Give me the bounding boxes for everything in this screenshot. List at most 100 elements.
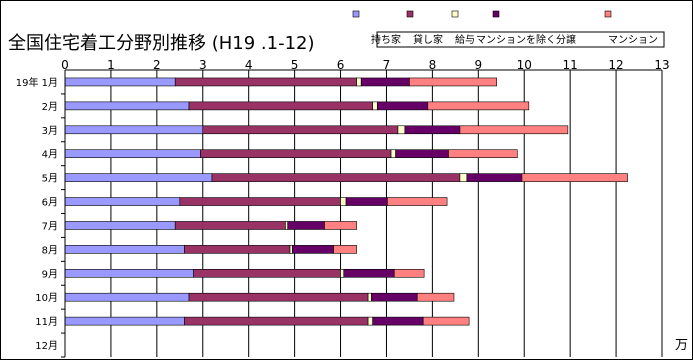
bar-segment bbox=[64, 197, 181, 206]
legend: 持ち家 貸し家 給与 マンションを除く分譲 マンション bbox=[352, 10, 665, 48]
x-tick-label: 9 bbox=[474, 58, 482, 72]
legend-swatch bbox=[604, 10, 612, 18]
bar-segment bbox=[333, 245, 357, 254]
bar-segment bbox=[343, 268, 395, 278]
bar-segment bbox=[367, 316, 373, 326]
bar-segment bbox=[372, 101, 378, 111]
bar-segment bbox=[64, 316, 185, 326]
bar-segment bbox=[345, 197, 388, 206]
category-label: 19年 1月 bbox=[16, 76, 58, 89]
category-label: 3月 bbox=[42, 125, 58, 137]
bar-segment bbox=[459, 173, 468, 182]
x-tick-label: 8 bbox=[429, 58, 437, 72]
bar-segment bbox=[367, 292, 372, 302]
bar-segment bbox=[285, 221, 289, 230]
bar-segment bbox=[64, 245, 185, 254]
bar-segment bbox=[188, 292, 369, 302]
bar-segment bbox=[395, 149, 449, 159]
bar-segment bbox=[404, 125, 461, 135]
x-tick-label: 10 bbox=[517, 58, 532, 72]
legend-label: 給与 bbox=[455, 33, 475, 46]
bar-segment bbox=[390, 149, 396, 159]
x-tick-label: 11 bbox=[563, 58, 578, 72]
bar-segment bbox=[64, 77, 176, 87]
unit-label: 万 bbox=[675, 338, 688, 353]
bar-segment bbox=[360, 77, 410, 87]
bar-segment bbox=[64, 292, 190, 302]
bar-segment bbox=[211, 173, 461, 182]
legend-label: 持ち家 bbox=[371, 33, 401, 46]
bar-segment bbox=[184, 245, 291, 254]
legend-label: マンション bbox=[608, 35, 658, 46]
bar-segment bbox=[289, 245, 293, 254]
bar-segment bbox=[64, 268, 194, 278]
bar-segment bbox=[64, 221, 176, 230]
bar-segment bbox=[356, 77, 362, 87]
bar-segment bbox=[184, 316, 369, 326]
x-tick-label: 2 bbox=[153, 58, 161, 72]
legend-label: 貸し家 bbox=[413, 33, 443, 46]
bar-segment bbox=[376, 101, 429, 111]
legend-swatch bbox=[492, 10, 500, 18]
bar-segment bbox=[422, 316, 470, 326]
bar-segment bbox=[324, 221, 357, 230]
legend-swatch bbox=[352, 10, 360, 18]
category-label: 11月 bbox=[35, 316, 58, 328]
grid-lines bbox=[110, 70, 663, 357]
bar-segment bbox=[521, 173, 628, 182]
bar-segment bbox=[179, 197, 341, 206]
bars bbox=[64, 77, 628, 326]
bar-segment bbox=[427, 101, 530, 111]
bar-segment bbox=[174, 77, 357, 87]
bar-segment bbox=[64, 173, 213, 182]
bar-segment bbox=[202, 125, 399, 135]
chart-title: 全国住宅着工分野別推移 (H19 .1-12) bbox=[8, 33, 315, 54]
bar-segment bbox=[193, 268, 341, 278]
bar-segment bbox=[174, 221, 286, 230]
legend-box bbox=[376, 31, 665, 48]
x-tick-label: 6 bbox=[337, 58, 345, 72]
bar-segment bbox=[64, 149, 201, 159]
x-tick-label: 3 bbox=[199, 58, 207, 72]
legend-swatch bbox=[406, 10, 414, 18]
x-tick-label: 5 bbox=[291, 58, 299, 72]
bar-segment bbox=[292, 245, 334, 254]
bar-segment bbox=[200, 149, 392, 159]
bar-segment bbox=[340, 197, 347, 206]
x-tick-label: 12 bbox=[608, 58, 623, 72]
bar-segment bbox=[393, 268, 425, 278]
legend-label: マンションを除く分譲 bbox=[476, 33, 576, 46]
category-label: 10月 bbox=[35, 292, 58, 304]
bar-segment bbox=[409, 77, 497, 87]
bar-segment bbox=[64, 125, 204, 135]
category-label: 7月 bbox=[42, 220, 58, 232]
bar-segment bbox=[459, 125, 569, 135]
x-tick-label: 0 bbox=[61, 58, 69, 72]
bar-segment bbox=[416, 292, 455, 302]
x-tick-label: 1 bbox=[107, 58, 115, 72]
bar-segment bbox=[371, 292, 418, 302]
x-tick-label: 7 bbox=[383, 58, 391, 72]
category-label: 8月 bbox=[42, 244, 58, 256]
bar-segment bbox=[188, 101, 373, 111]
legend-swatch bbox=[451, 10, 459, 18]
bar-segment bbox=[387, 197, 448, 206]
category-label: 5月 bbox=[42, 173, 58, 185]
category-label: 6月 bbox=[42, 197, 58, 209]
bar-segment bbox=[64, 101, 190, 111]
category-label: 9月 bbox=[42, 268, 58, 280]
category-label: 2月 bbox=[42, 101, 58, 113]
category-label: 4月 bbox=[42, 149, 58, 161]
bar-segment bbox=[448, 149, 518, 159]
bar-segment bbox=[466, 173, 523, 182]
category-label: 12月 bbox=[35, 340, 58, 352]
bar-segment bbox=[287, 221, 325, 230]
x-tick-label: 13 bbox=[654, 58, 669, 72]
bar-segment bbox=[397, 125, 406, 135]
x-tick-label: 4 bbox=[245, 58, 253, 72]
bar-segment bbox=[340, 268, 345, 278]
bar-segment bbox=[372, 316, 424, 326]
